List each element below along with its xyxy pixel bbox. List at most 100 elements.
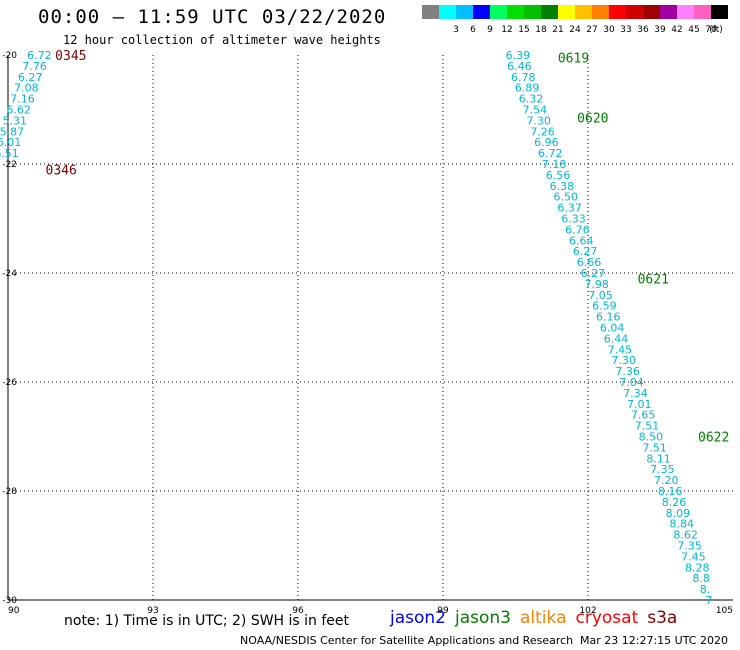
wave-height-value: 6.72 [27,49,52,62]
colorbar-swatch [711,5,728,19]
lon-tick-label: 93 [147,606,158,616]
pass-time-label: 0621 [638,272,669,287]
satellite-legend-item: s3a [647,608,678,628]
wave-height-value: 7.54 [523,104,548,117]
wave-height-value: 8. [700,583,711,596]
satellite-legend-item: jason3 [455,608,511,628]
colorbar-swatch [456,5,473,19]
colorbar-tick-label: 39 [654,25,666,35]
wave-height-value: 6.44 [604,332,629,345]
colorbar-tick-label: 70 [705,25,717,35]
colorbar-tick-label: 45 [688,25,699,35]
wave-height-value: 7.30 [612,354,637,367]
lat-tick-label: -24 [2,269,17,279]
wave-height-value: 7.45 [608,343,633,356]
pass-time-label: 0346 [46,163,77,178]
wave-height-value: 7.05 [588,289,613,302]
wave-height-value: 6.51 [0,147,19,160]
wave-height-value: 6.27 [18,71,43,84]
wave-height-value: 6.01 [0,136,21,149]
wave-height-value: 8.28 [685,561,710,574]
wave-height-value: 7.30 [526,114,551,127]
wave-height-value: 8.8 [692,572,710,585]
colorbar-swatch [422,5,439,19]
colorbar-tick-label: 12 [501,25,512,35]
colorbar-swatch [677,5,694,19]
satellite-legend: jason2 jason3 altika cryosat s3a [390,608,686,628]
lat-tick-label: -28 [2,487,17,497]
wave-height-value: 5.31 [3,114,28,127]
wave-height-value: 6.64 [569,234,594,247]
lat-tick-label: -22 [2,160,17,170]
wave-height-value: 8.62 [673,529,698,542]
lon-tick-label: 96 [292,606,304,616]
wave-height-value: 6.78 [511,71,536,84]
pass-time-label: 0345 [55,49,86,64]
wave-height-value: 6.72 [538,147,563,160]
lon-tick-label: 105 [716,606,733,616]
lat-tick-label: -30 [2,596,17,606]
colorbar-tick-label: 9 [487,25,493,35]
wave-height-value: 6.37 [557,202,582,215]
wave-height-value: 7.36 [615,365,640,378]
footer-credit: NOAA/NESDIS Center for Satellite Applica… [240,634,574,647]
wave-height-value: 6.38 [550,180,575,193]
colorbar-swatch [643,5,660,19]
footer-note: note: 1) Time is in UTC; 2) SWH is in fe… [64,613,350,629]
wave-height-value: 7.35 [650,463,675,476]
colorbar-swatch [507,5,524,19]
wave-height-value: 8.11 [646,452,671,465]
wave-height-value: 6.62 [6,104,31,117]
colorbar-swatch [609,5,626,19]
lat-tick-label: -20 [2,51,17,61]
wave-height-value: 7.16 [10,93,35,106]
wave-height-value: 7.51 [642,441,667,454]
wave-height-value: 8.26 [662,496,687,509]
wave-height-value: 7.51 [635,420,660,433]
wave-height-value: 7.18 [542,158,567,171]
wave-height-value: 6.32 [519,93,544,106]
color-legend: 3 6 9 12 15 18 21 24 27 30 33 36 39 42 45 70(ft) [422,5,728,35]
colorbar-swatch [660,5,677,19]
colorbar-tick-label: 30 [603,25,615,35]
lat-tick-label: -26 [2,378,17,388]
colorbar-swatch [473,5,490,19]
wave-height-value: 6.16 [596,311,621,324]
wave-height-value: 7.34 [623,387,648,400]
wave-height-value: 6.50 [554,191,579,204]
colorbar-tick-label: 6 [470,25,476,35]
satellite-legend-item: jason2 [390,608,446,628]
wave-height-value: 7.76 [22,60,47,73]
colorbar-swatch [626,5,643,19]
wave-height-value: 6.27 [581,267,606,280]
wave-height-value: 6.66 [577,256,602,269]
colorbar-swatch [541,5,558,19]
colorbar-tick-label: 33 [620,25,631,35]
wave-height-value: 6.33 [561,213,586,226]
colorbar-tick-label: 42 [671,25,682,35]
wave-height-value: 7.98 [584,278,609,291]
footer-timestamp: Mar 23 12:27:15 UTC 2020 [580,634,728,647]
wave-height-value: 6.27 [573,245,598,258]
pass-time-label: 0619 [558,52,589,67]
colorbar-swatch [490,5,507,19]
wave-height-value: 7 [705,594,712,607]
wave-height-value: 7.35 [677,540,702,553]
wave-height-value: 6.59 [592,300,617,313]
colorbar-tick-label: 24 [569,25,581,35]
lon-tick-label: 99 [437,606,449,616]
colorbar-tick-label: 27 [586,25,597,35]
wave-height-value: 6.39 [506,49,531,62]
wave-height-value: 6.56 [546,169,571,182]
colorbar-swatch [694,5,711,19]
lon-tick-label: 90 [8,606,20,616]
colorbar-swatch [575,5,592,19]
wave-height-value: 8.16 [658,485,683,498]
pass-time-label: 0620 [577,112,608,127]
chart-subtitle: 12 hour collection of altimeter wave hei… [63,33,381,47]
colorbar-tick-label: 36 [637,25,649,35]
wave-height-value: 5.87 [0,125,24,138]
wave-height-value: 8.50 [639,431,664,444]
chart-title: 00:00 – 11:59 UTC 03/22/2020 [38,6,387,28]
